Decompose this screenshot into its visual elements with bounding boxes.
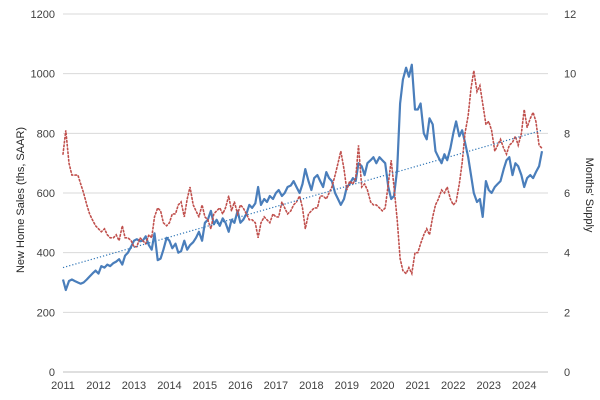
sales-trend-line [62,129,543,269]
x-tick-label: 2016 [228,380,252,392]
x-tick-label: 2021 [406,380,430,392]
months-supply-line [62,70,543,277]
x-tick-label: 2017 [264,380,288,392]
right-tick-label: 2 [564,307,570,319]
x-tick-label: 2018 [299,380,323,392]
left-axis-ticks: 0 200 400 600 800 1000 1200 [31,9,55,379]
x-tick-label: 2019 [335,380,359,392]
x-tick-label: 2012 [86,380,110,392]
right-axis-ticks: 0 2 4 6 8 10 12 [564,9,576,379]
x-axis-ticks: 2011 2012 2013 2014 2015 2016 2017 2018 2019 2020… [51,380,536,392]
left-tick-label: 1200 [31,9,55,21]
right-tick-label: 0 [564,367,570,379]
left-axis-title: New Home Sales (ths, SAAR) [15,127,27,273]
x-tick-label: 2022 [441,380,465,392]
x-tick-label: 2024 [512,380,536,392]
left-tick-label: 800 [37,128,55,140]
series-layer [61,63,544,292]
right-axis-title: Months' Supply [583,158,595,233]
x-tick-label: 2015 [193,380,217,392]
gridlines [63,13,548,373]
x-tick-label: 2020 [370,380,394,392]
x-tick-label: 2011 [51,380,75,392]
left-tick-label: 400 [37,248,55,260]
left-tick-label: 0 [49,367,55,379]
right-tick-label: 10 [564,69,576,81]
right-tick-label: 12 [564,9,576,21]
x-tick-label: 2014 [157,380,181,392]
right-tick-label: 4 [564,248,570,260]
left-tick-label: 200 [37,307,55,319]
left-tick-label: 1000 [31,69,55,81]
x-tick-label: 2023 [477,380,501,392]
left-tick-label: 600 [37,188,55,200]
right-tick-label: 8 [564,128,570,140]
right-tick-label: 6 [564,188,570,200]
x-tick-label: 2013 [122,380,146,392]
